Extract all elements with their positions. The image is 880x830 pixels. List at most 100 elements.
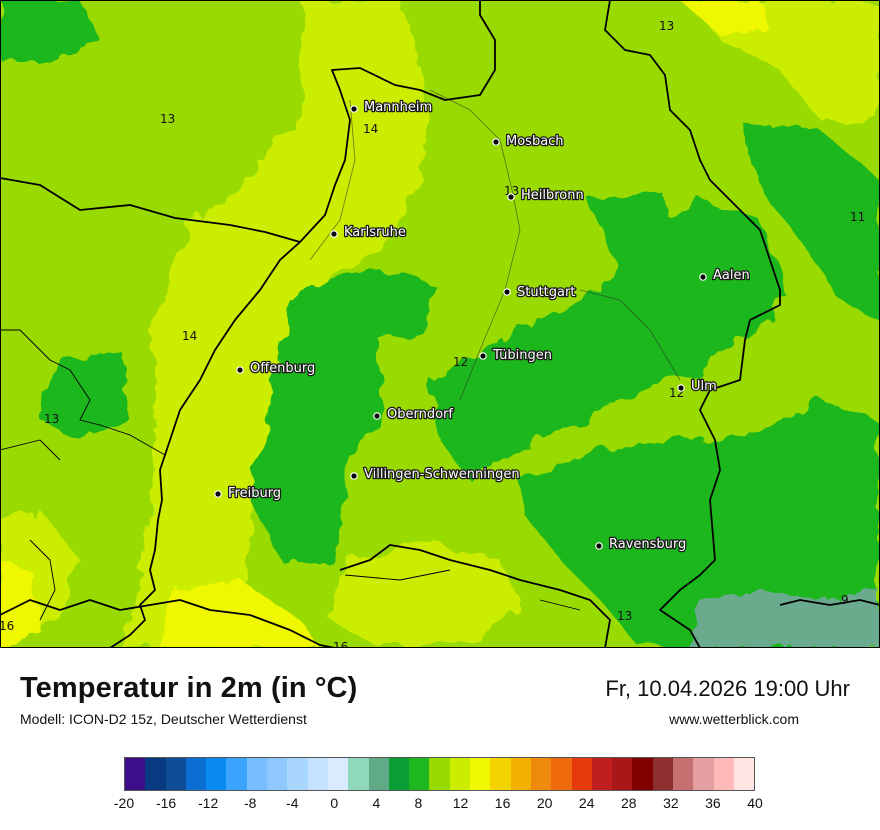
rhine-border [109,241,301,648]
city-label: Freiburg [228,486,281,501]
scale-tick-label: -8 [243,795,257,811]
scale-swatch [470,758,491,790]
scale-tick-label: 24 [578,795,595,811]
scale-swatch [673,758,694,790]
iso-label: 14 [182,329,197,343]
scale-swatch [267,758,288,790]
model-info: Modell: ICON-D2 15z, Deutscher Wetterdie… [20,711,307,727]
city-label: Heilbronn [521,188,584,203]
scale-swatch [449,758,471,790]
scale-swatch [388,758,410,790]
scale-tick-label: 8 [414,795,423,811]
iso-label: 13 [617,609,632,623]
isotherm-labels: 13 13 14 13 11 14 12 13 12 16 16 13 9 [0,19,865,648]
zone-9-10 [690,590,880,648]
iso-label: 14 [363,122,378,136]
city-freiburg[interactable]: Freiburg [214,485,282,502]
scale-swatch [246,758,268,790]
cities: Mannheim Mosbach Heilbronn Karlsruhe Stu… [214,99,751,553]
scale-swatch [510,758,531,790]
forecast-datetime: Fr, 10.04.2026 19:00 Uhr [605,676,850,701]
scale-swatch [530,758,552,790]
state-border-east [604,0,781,648]
swiss-border [0,599,336,648]
color-scale [124,757,755,791]
city-ravensburg[interactable]: Ravensburg [595,536,688,553]
scale-tick-label: -16 [155,795,177,811]
scale-swatch [429,758,450,790]
city-label: Mosbach [506,134,564,149]
scale-swatch [327,758,349,790]
scale-swatch [409,758,430,790]
iso-label: 13 [659,19,674,33]
scale-tick-label: 28 [621,795,637,811]
iso-label: 12 [453,355,468,369]
scale-swatch [612,758,633,790]
temperature-map: 13 13 14 13 11 14 12 13 12 16 16 13 9 Ma… [0,0,880,648]
city-heilbronn[interactable]: Heilbronn [507,187,585,204]
city-karlsruhe[interactable]: Karlsruhe [330,224,407,241]
scale-swatch [693,758,714,790]
scale-tick-label: 20 [536,795,553,811]
scale-swatch [551,758,572,790]
scale-swatch [652,758,674,790]
scale-tick-label: 40 [747,795,763,811]
scale-tick-label: 12 [452,795,469,811]
city-label: Karlsruhe [344,225,406,240]
scale-swatch [632,758,653,790]
austria-border [779,599,880,606]
city-mosbach[interactable]: Mosbach [492,133,565,150]
lake-border [339,544,611,648]
iso-label: 16 [333,640,348,648]
scale-swatch [206,758,227,790]
scale-tick-label: 0 [330,795,339,811]
city-label: Villingen-Schwenningen [364,467,520,482]
zone-10-12 [0,0,880,648]
city-stuttgart[interactable]: Stuttgart [503,284,577,301]
iso-label: 11 [850,210,865,224]
scale-swatch [145,758,166,790]
city-aalen[interactable]: Aalen [699,267,751,284]
city-label: Ravensburg [609,537,686,552]
scale-swatch [307,758,328,790]
district-borders [0,329,581,621]
scale-tick-label: 16 [494,795,511,811]
iso-label: 13 [160,112,175,126]
footer: Temperatur in 2m (in °C) Modell: ICON-D2… [0,648,880,830]
city-offenburg[interactable]: Offenburg [236,360,317,377]
city-label: Stuttgart [517,285,575,300]
iso-label: 13 [504,184,519,198]
scale-tick-label: -20 [113,795,135,811]
city-label: Ulm [691,379,717,394]
city-ulm[interactable]: Ulm [677,378,718,395]
scale-swatch [348,758,369,790]
scale-swatch [165,758,186,790]
city-label: Aalen [713,268,750,283]
scale-swatch [713,758,734,790]
scale-tick-label: -4 [286,795,299,811]
scale-tick-label: -12 [198,795,219,811]
city-label: Tübingen [492,348,552,363]
scale-swatch [733,758,755,790]
scale-swatch [368,758,389,790]
scale-swatch [287,758,308,790]
city-mannheim[interactable]: Mannheim [350,99,433,116]
city-label: Mannheim [364,100,432,115]
city-label: Oberndorf [387,407,453,422]
iso-label: 13 [44,412,59,426]
scale-swatch [571,758,592,790]
scale-tick-label: 4 [372,795,381,811]
color-scale-ticks: -20 -16 -12 -8 -4 0 4 8 12 16 20 24 28 32 36 40 [114,795,763,815]
city-villingen-schwenningen[interactable]: Villingen-Schwenningen [350,466,521,483]
website-link[interactable]: www.wetterblick.com [669,711,799,727]
city-tuebingen[interactable]: Tübingen [479,347,553,364]
iso-label: 9 [841,593,849,607]
scale-tick-label: 36 [705,795,721,811]
scale-swatch [226,758,247,790]
scale-swatch [185,758,207,790]
state-border [0,0,496,243]
page-title: Temperatur in 2m (in °C) [20,672,358,704]
scale-tick-label: 32 [663,795,679,811]
city-label: Offenburg [250,361,315,376]
city-oberndorf[interactable]: Oberndorf [373,406,455,423]
